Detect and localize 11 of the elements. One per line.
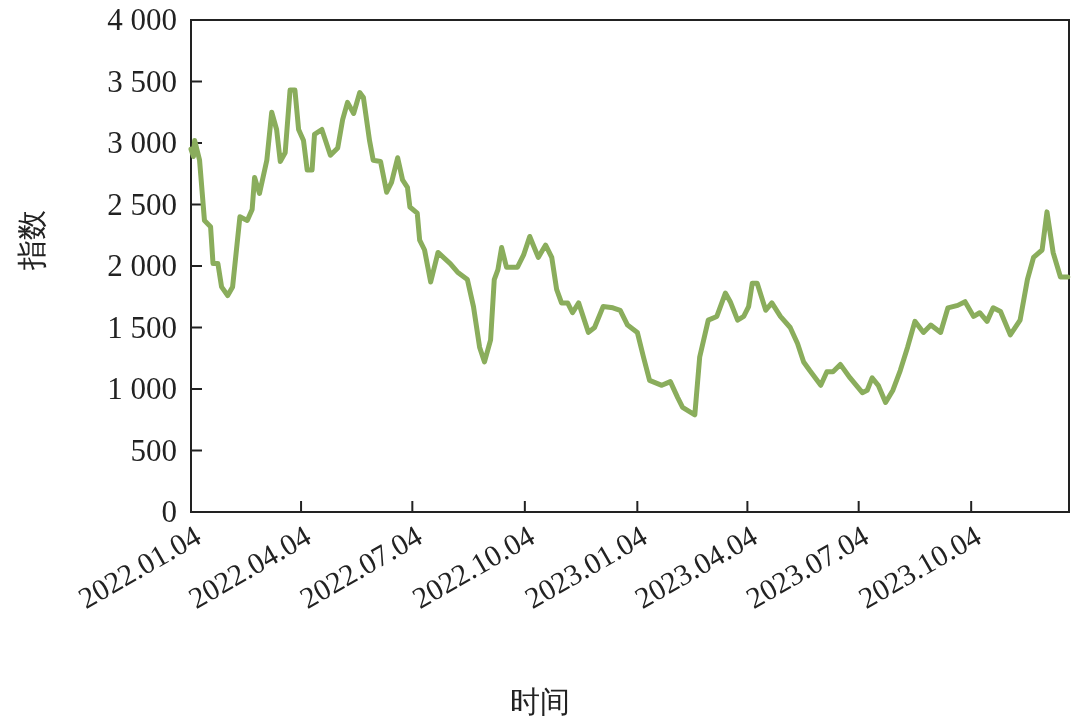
x-axis-title: 时间 bbox=[510, 685, 570, 718]
y-tick-label: 2 500 bbox=[107, 186, 177, 222]
y-tick-label: 2 000 bbox=[107, 248, 177, 283]
y-tick-label: 3 500 bbox=[107, 63, 177, 99]
y-tick-label: 3 000 bbox=[107, 125, 177, 160]
y-tick-label: 1 500 bbox=[107, 309, 177, 345]
y-tick-label: 1 000 bbox=[107, 371, 177, 406]
y-tick-label: 500 bbox=[130, 432, 177, 468]
y-tick-label: 0 bbox=[161, 494, 177, 529]
y-axis-title: 指数 bbox=[15, 210, 48, 271]
y-tick-label: 4 000 bbox=[107, 2, 177, 37]
